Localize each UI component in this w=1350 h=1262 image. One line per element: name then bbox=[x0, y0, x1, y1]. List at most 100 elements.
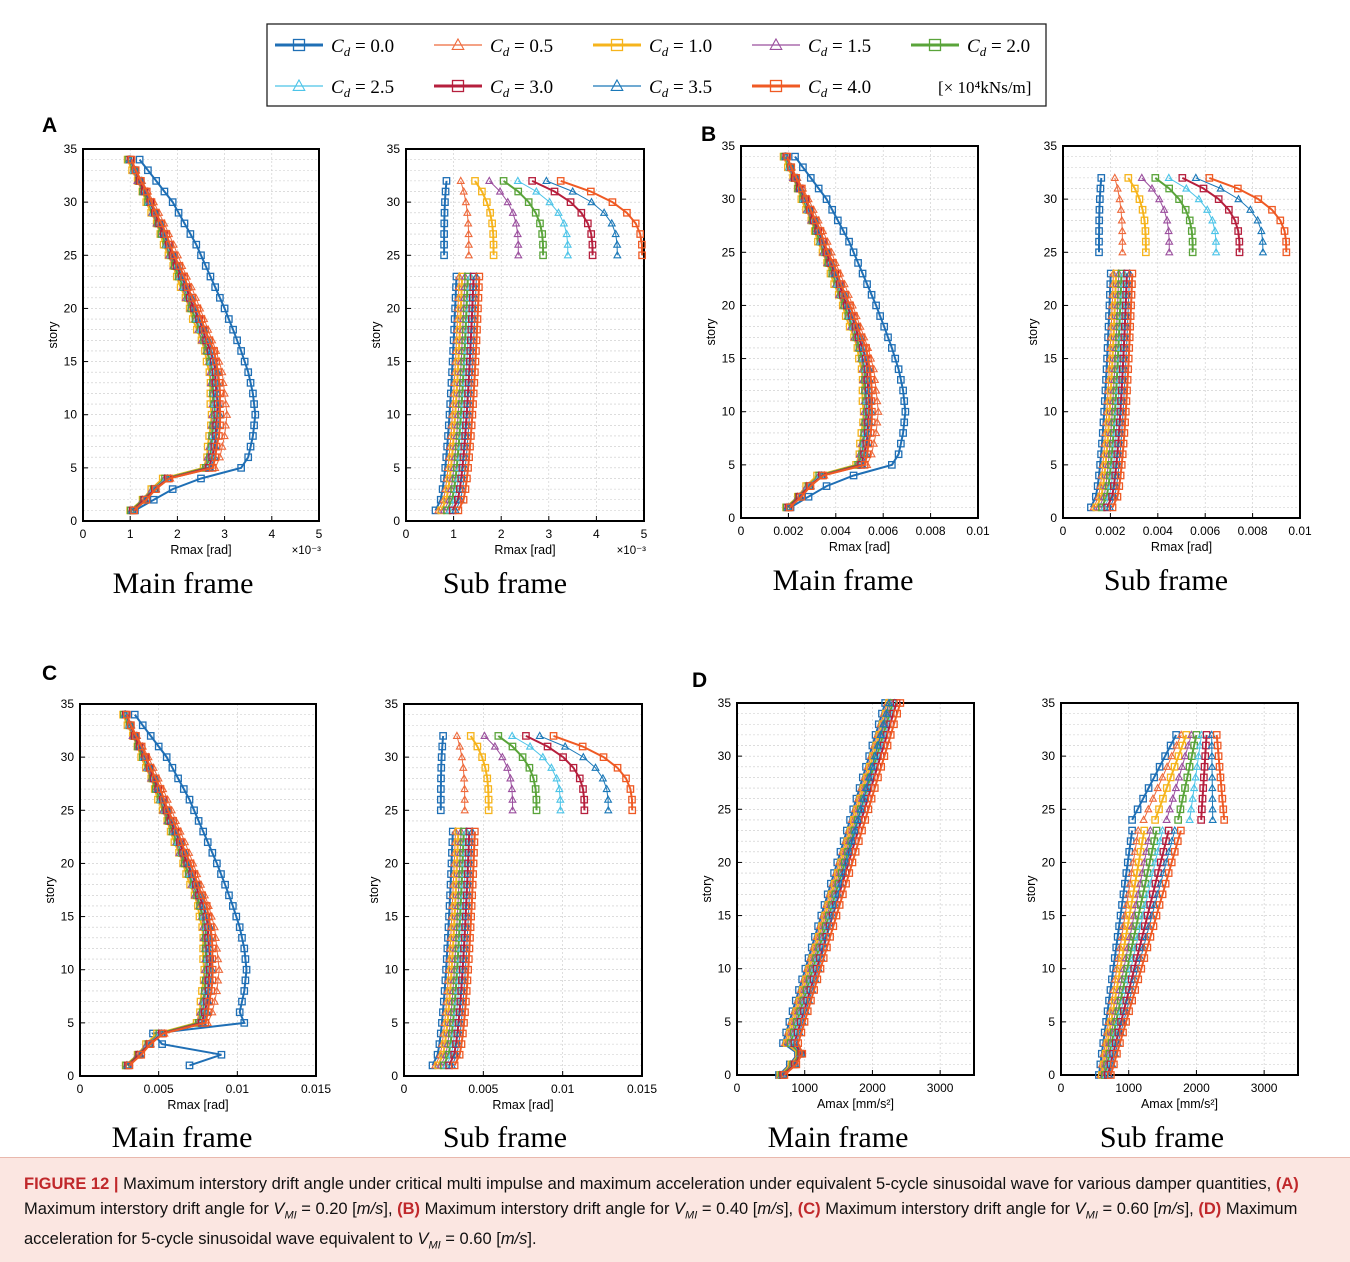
data-point bbox=[168, 763, 177, 772]
data-point bbox=[185, 1061, 194, 1070]
data-point bbox=[1107, 461, 1115, 469]
data-point bbox=[1146, 932, 1155, 941]
data-point bbox=[442, 177, 451, 185]
data-point bbox=[151, 485, 160, 493]
y-tick-label: 35 bbox=[1042, 696, 1056, 710]
data-point bbox=[1200, 762, 1209, 771]
data-point bbox=[1139, 794, 1147, 803]
caption-b-value: = 0.40 [ bbox=[697, 1199, 758, 1218]
caption-end: ]. bbox=[527, 1230, 537, 1249]
data-point bbox=[123, 710, 131, 719]
data-point bbox=[867, 386, 876, 395]
data-point bbox=[440, 208, 449, 217]
legend-entry: Cd = 1.5 bbox=[752, 36, 871, 59]
data-point bbox=[1158, 825, 1167, 834]
data-point bbox=[1197, 805, 1206, 814]
data-point bbox=[228, 902, 237, 910]
data-point bbox=[208, 955, 217, 963]
data-point bbox=[1207, 751, 1217, 760]
data-point bbox=[893, 709, 901, 718]
data-point bbox=[146, 763, 155, 772]
x-tick-label: 2 bbox=[498, 527, 505, 541]
data-point bbox=[799, 163, 807, 172]
data-point bbox=[1208, 815, 1217, 824]
data-point bbox=[1170, 762, 1179, 771]
data-point bbox=[1120, 943, 1128, 952]
caption-d-text: Maximum acceleration for 5-cycle sinusoi… bbox=[24, 1199, 1298, 1249]
x-tick-label: 1 bbox=[450, 527, 457, 541]
data-point bbox=[846, 301, 854, 310]
y-tick-label: 35 bbox=[387, 142, 401, 156]
caption-a-value: = 0.20 [ bbox=[296, 1199, 357, 1218]
data-point bbox=[160, 187, 169, 196]
data-point bbox=[1165, 184, 1174, 193]
data-point bbox=[1140, 216, 1149, 225]
data-point bbox=[513, 240, 523, 248]
axes-frame bbox=[1062, 145, 1301, 519]
data-point bbox=[193, 304, 202, 313]
y-tick-label: 10 bbox=[718, 962, 732, 976]
data-point bbox=[1096, 184, 1105, 193]
data-point bbox=[440, 251, 448, 260]
data-point bbox=[458, 763, 468, 771]
data-point bbox=[1111, 471, 1120, 480]
caption-unit: m/s bbox=[356, 1199, 384, 1218]
caption-unit: m/s bbox=[1157, 1199, 1185, 1218]
x-tick-label: 0.002 bbox=[1095, 524, 1125, 538]
legend: Cd = 0.0 Cd = 0.5 Cd = 1.0 Cd = 1.5 Cd = 2.0… bbox=[266, 23, 1047, 107]
data-point bbox=[1170, 825, 1180, 834]
series-line bbox=[1154, 177, 1194, 253]
data-point bbox=[1190, 741, 1198, 750]
main-frame-chart: 0 5 10 15 20 25 30 35 0 1 2 3 4 5 Rmax [rad] story ×10⁻³ bbox=[46, 142, 323, 557]
data-point bbox=[142, 753, 151, 761]
data-point bbox=[1115, 922, 1123, 931]
data-point bbox=[1096, 461, 1104, 469]
data-point bbox=[1165, 804, 1175, 813]
data-point bbox=[1215, 762, 1224, 771]
x-tick-label: 0 bbox=[734, 1081, 741, 1095]
caption-sep: ], bbox=[1184, 1199, 1199, 1218]
data-point bbox=[1151, 174, 1160, 182]
y-tick-label: 35 bbox=[64, 142, 78, 156]
data-point bbox=[460, 805, 470, 814]
data-point bbox=[566, 198, 575, 206]
data-point bbox=[473, 742, 482, 751]
data-point bbox=[1150, 773, 1158, 782]
data-point bbox=[437, 763, 446, 772]
data-point bbox=[811, 216, 820, 225]
data-point bbox=[460, 784, 469, 793]
x-tick-label: 0.01 bbox=[1288, 524, 1312, 538]
data-point bbox=[863, 450, 872, 459]
data-point bbox=[242, 965, 251, 974]
data-point bbox=[1134, 975, 1143, 984]
data-point bbox=[876, 730, 885, 738]
data-point bbox=[213, 859, 221, 868]
data-point bbox=[1114, 1007, 1123, 1016]
data-point bbox=[874, 407, 883, 415]
data-point bbox=[459, 773, 469, 782]
caption-var-sub: MI bbox=[284, 1208, 297, 1221]
panel-letter: C bbox=[42, 662, 57, 685]
data-point bbox=[1095, 227, 1103, 235]
data-point bbox=[1167, 836, 1177, 845]
data-point bbox=[1122, 290, 1130, 299]
data-point bbox=[216, 389, 224, 398]
data-point bbox=[628, 806, 637, 815]
data-point bbox=[162, 230, 171, 238]
data-point bbox=[1166, 741, 1175, 750]
data-point bbox=[543, 742, 552, 751]
data-point bbox=[205, 997, 213, 1006]
data-point bbox=[240, 357, 249, 366]
data-point bbox=[1155, 805, 1163, 814]
data-point bbox=[1107, 375, 1116, 384]
x-tick-label: 0.004 bbox=[1143, 524, 1173, 538]
series-line bbox=[128, 159, 214, 511]
data-point bbox=[244, 368, 253, 377]
data-point bbox=[1115, 942, 1125, 951]
data-point bbox=[466, 442, 474, 451]
data-point bbox=[201, 262, 210, 270]
axes-frame bbox=[82, 148, 320, 522]
data-point bbox=[462, 997, 470, 1006]
main-frame-title: Main frame bbox=[113, 567, 254, 600]
data-point bbox=[797, 184, 806, 193]
